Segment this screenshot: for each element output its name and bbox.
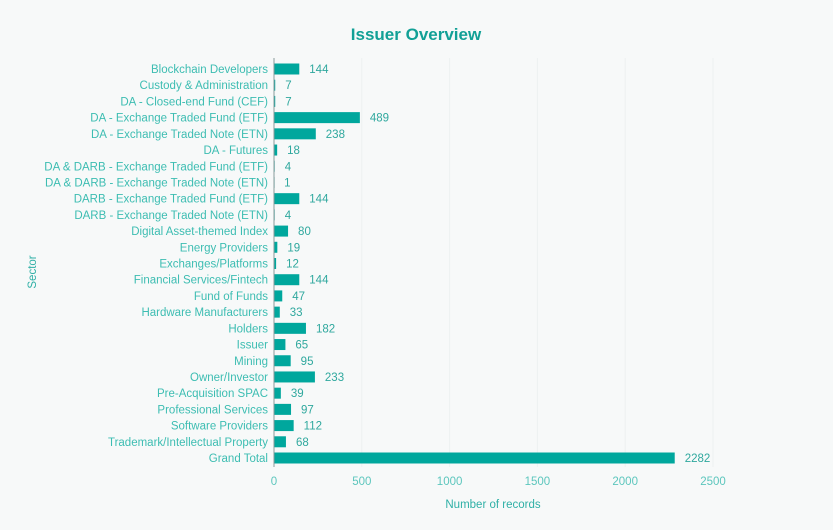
gridlines: [361, 58, 714, 467]
data-label: 65: [295, 340, 308, 352]
y-axis-label: Sector: [27, 255, 39, 288]
category-label: Professional Services: [157, 404, 268, 416]
data-label: 1: [284, 177, 290, 189]
bar[interactable]: [274, 371, 315, 383]
bar[interactable]: [274, 63, 300, 75]
category-label: Exchanges/Platforms: [159, 259, 268, 271]
x-tick-label: 500: [352, 476, 371, 488]
category-label: DA - Closed-end Fund (CEF): [120, 96, 268, 108]
category-label: DA & DARB - Exchange Traded Note (ETN): [45, 177, 268, 189]
x-tick-label: 1000: [437, 476, 463, 488]
category-label: Blockchain Developers: [151, 64, 268, 76]
bar[interactable]: [274, 225, 289, 237]
data-label: 7: [285, 80, 291, 92]
category-label: Grand Total: [209, 453, 268, 465]
bar[interactable]: [274, 95, 276, 107]
data-label: 4: [285, 161, 292, 173]
bar[interactable]: [274, 79, 276, 91]
data-label: 489: [370, 113, 389, 125]
data-label: 144: [309, 275, 329, 287]
data-label: 112: [304, 421, 322, 433]
bar[interactable]: [274, 128, 316, 140]
data-label: 18: [287, 145, 300, 157]
category-label: DARB - Exchange Traded Note (ETN): [74, 210, 268, 222]
data-label: 233: [325, 372, 344, 384]
category-label: Custody & Administration: [140, 80, 268, 92]
data-label: 19: [287, 242, 300, 254]
x-tick-label: 0: [271, 476, 277, 488]
category-label: Hardware Manufacturers: [141, 307, 268, 319]
bar[interactable]: [274, 144, 278, 156]
data-label: 144: [309, 194, 329, 206]
category-label: Mining: [234, 356, 268, 368]
data-label: 39: [291, 388, 304, 400]
data-label: 80: [298, 226, 311, 238]
data-label: 97: [301, 404, 314, 416]
bar[interactable]: [274, 274, 300, 286]
bar[interactable]: [274, 290, 283, 302]
data-label: 182: [316, 323, 335, 335]
category-label: DA - Exchange Traded Fund (ETF): [90, 113, 268, 125]
category-label: Issuer: [237, 340, 268, 352]
category-label: DA & DARB - Exchange Traded Fund (ETF): [44, 161, 268, 173]
data-label: 12: [286, 259, 299, 271]
data-label: 47: [292, 291, 305, 303]
data-label: 238: [326, 129, 345, 141]
data-label: 144: [309, 64, 329, 76]
x-tick-label: 2500: [700, 476, 726, 488]
bar[interactable]: [274, 322, 306, 334]
category-label: Digital Asset-themed Index: [131, 226, 268, 238]
data-label: 68: [296, 437, 309, 449]
bar[interactable]: [274, 452, 675, 464]
x-tick-label: 2000: [612, 476, 638, 488]
bar[interactable]: [274, 193, 300, 205]
category-label: Fund of Funds: [194, 291, 268, 303]
data-label: 95: [301, 356, 314, 368]
category-label: DA - Exchange Traded Note (ETN): [91, 129, 268, 141]
data-label: 4: [285, 210, 292, 222]
category-label: Pre-Acquisition SPAC: [157, 388, 268, 400]
x-tick-label: 1500: [525, 476, 551, 488]
bar[interactable]: [274, 436, 286, 448]
category-label: Trademark/Intellectual Property: [108, 437, 268, 449]
category-label: Financial Services/Fintech: [134, 275, 268, 287]
x-ticks: 0 500 1000 1500 2000 2500: [271, 476, 726, 488]
category-label: Owner/Investor: [190, 372, 268, 384]
bar[interactable]: [274, 306, 280, 318]
bar[interactable]: [274, 403, 292, 415]
data-label: 33: [290, 307, 303, 319]
data-label: 7: [285, 96, 291, 108]
category-label: Holders: [228, 323, 268, 335]
data-label: 2282: [685, 453, 711, 465]
bar[interactable]: [274, 241, 278, 253]
bar[interactable]: [274, 387, 281, 399]
bar[interactable]: [274, 112, 360, 124]
chart-title: Issuer Overview: [351, 25, 482, 44]
bar[interactable]: [274, 258, 277, 269]
bar[interactable]: [274, 420, 294, 432]
bar[interactable]: [274, 339, 286, 351]
category-label: Software Providers: [171, 421, 268, 433]
x-axis-label: Number of records: [445, 499, 540, 511]
category-label: DA - Futures: [203, 145, 268, 157]
category-label: Energy Providers: [180, 242, 268, 254]
category-label: DARB - Exchange Traded Fund (ETF): [74, 194, 268, 206]
bar[interactable]: [274, 355, 291, 367]
